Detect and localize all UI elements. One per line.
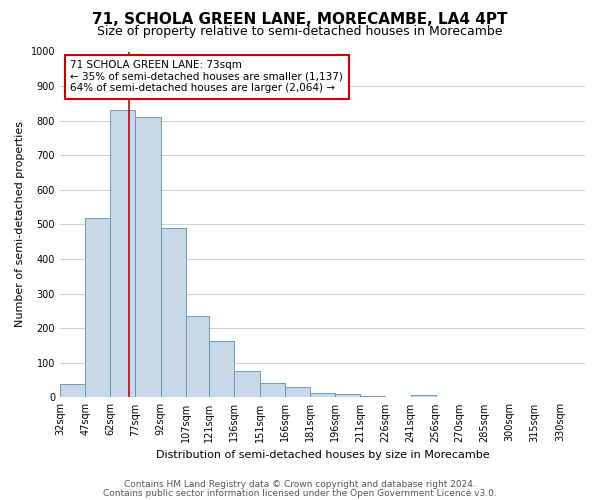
Text: Contains public sector information licensed under the Open Government Licence v3: Contains public sector information licen… [103,488,497,498]
Bar [209,341,235,398]
Bar [110,110,136,398]
Bar [360,396,385,398]
Text: 71, SCHOLA GREEN LANE, MORECAMBE, LA4 4PT: 71, SCHOLA GREEN LANE, MORECAMBE, LA4 4P… [92,12,508,28]
Bar [260,382,285,398]
Bar [310,392,335,398]
Text: Size of property relative to semi-detached houses in Morecambe: Size of property relative to semi-detach… [97,25,503,38]
Bar [186,316,209,398]
Bar [285,387,310,398]
Text: Contains HM Land Registry data © Crown copyright and database right 2024.: Contains HM Land Registry data © Crown c… [124,480,476,489]
Bar [85,218,110,398]
Bar [235,372,260,398]
Text: 71 SCHOLA GREEN LANE: 73sqm
← 35% of semi-detached houses are smaller (1,137)
64: 71 SCHOLA GREEN LANE: 73sqm ← 35% of sem… [70,60,343,94]
Bar [410,394,436,398]
Y-axis label: Number of semi-detached properties: Number of semi-detached properties [15,122,25,328]
Bar [161,228,186,398]
Bar [60,384,85,398]
X-axis label: Distribution of semi-detached houses by size in Morecambe: Distribution of semi-detached houses by … [155,450,489,460]
Bar [136,117,161,398]
Bar [335,394,360,398]
